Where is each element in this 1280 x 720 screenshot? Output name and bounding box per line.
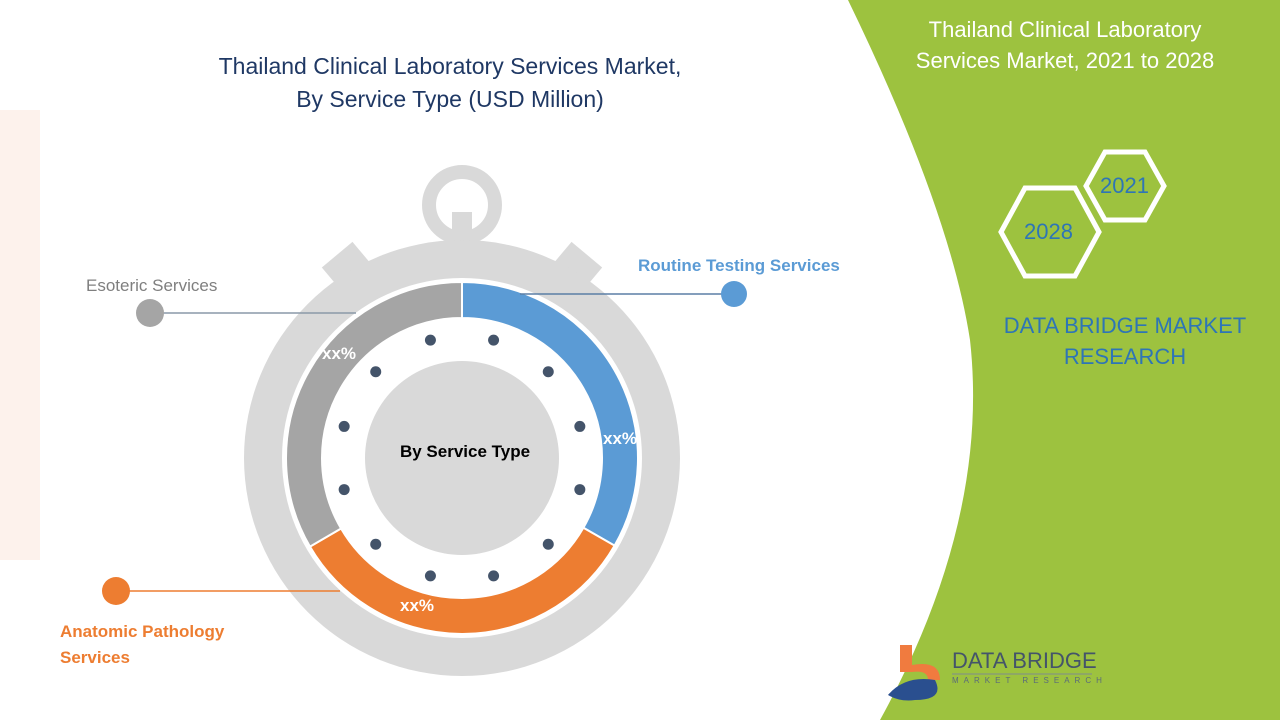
- brand-text: DATA BRIDGE MARKET RESEARCH: [980, 310, 1270, 372]
- year-end: 2028: [1024, 219, 1073, 244]
- hexagon-2028: [998, 185, 1102, 279]
- chart-title: Thailand Clinical Laboratory Services Ma…: [150, 50, 750, 116]
- side-title-line-1: Thailand Clinical Laboratory: [928, 17, 1202, 42]
- tick-dot: [424, 334, 436, 346]
- tick-dot: [338, 484, 350, 496]
- leader-lines: [102, 281, 747, 605]
- title-line-2: By Service Type (USD Million): [296, 86, 604, 112]
- center-label: By Service Type: [399, 442, 531, 461]
- tick-dot: [338, 420, 350, 432]
- tick-dot: [488, 334, 500, 346]
- brand-line-1: DATA BRIDGE MARKET: [1003, 313, 1247, 338]
- slice-label-esoteric: xx%: [322, 344, 357, 363]
- center-disc: [365, 361, 559, 555]
- tick-dot: [574, 420, 586, 432]
- legend-routine: Routine Testing Services: [638, 256, 840, 275]
- tick-dots: [338, 334, 586, 582]
- title-line-1: Thailand Clinical Laboratory Services Ma…: [218, 53, 682, 79]
- tick-dot: [424, 570, 436, 582]
- legend-dot-routine: [721, 281, 747, 307]
- year-start: 2021: [1100, 173, 1149, 198]
- tick-dot: [488, 570, 500, 582]
- hexagon-2021: [1083, 149, 1167, 223]
- tick-dot: [542, 538, 554, 550]
- slice-label-routine: xx%: [603, 429, 638, 448]
- side-title-line-2: Services Market, 2021 to 2028: [915, 48, 1215, 73]
- tick-dot: [574, 484, 586, 496]
- legend-dot-esoteric: [136, 299, 164, 327]
- brand-line-2: RESEARCH: [1063, 344, 1187, 369]
- logo-tagline: MARKET RESEARCH: [952, 676, 1107, 685]
- logo-icon: [888, 645, 1092, 701]
- slice-label-anatomic: xx%: [400, 596, 435, 615]
- logo-name: DATA BRIDGE: [952, 648, 1097, 673]
- tick-dot: [542, 366, 554, 378]
- donut-slice-2: [285, 280, 463, 549]
- tick-dot: [370, 366, 382, 378]
- legend-dot-anatomic: [102, 577, 130, 605]
- legend-esoteric: Esoteric Services: [86, 276, 218, 295]
- tick-dot: [370, 538, 382, 550]
- legend-anatomic: Anatomic Pathology Services: [60, 622, 225, 667]
- side-panel-title: Thailand Clinical Laboratory Services Ma…: [880, 14, 1250, 76]
